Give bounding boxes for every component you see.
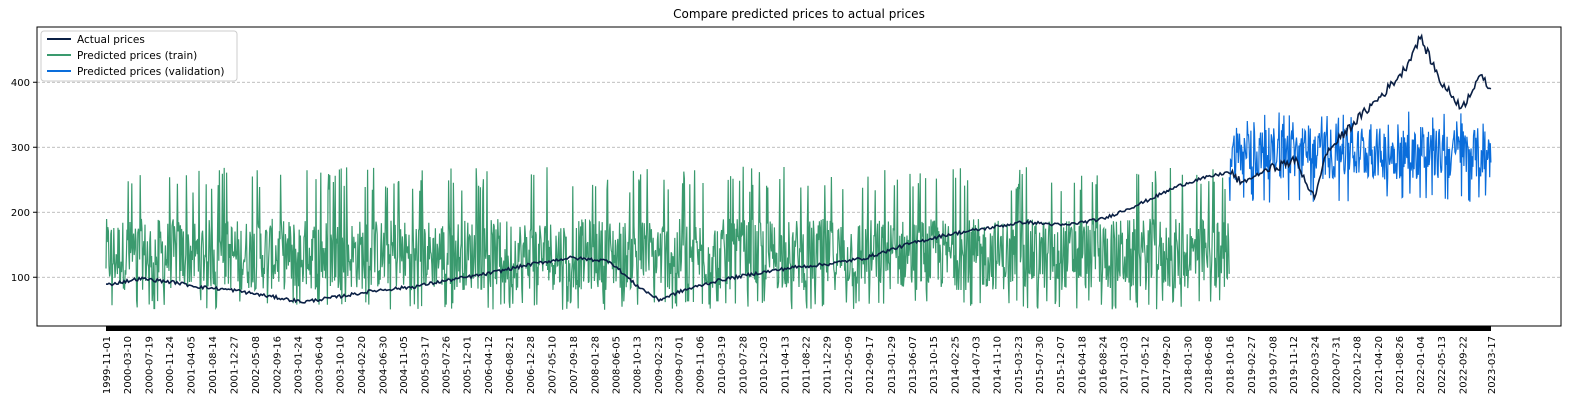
- x-tick-label: 2003-06-04: [315, 336, 326, 394]
- x-tick-label: 2020-12-08: [1353, 336, 1364, 394]
- x-tick-label: 2013-06-07: [908, 336, 919, 394]
- actual-series-layer: [105, 33, 1492, 304]
- x-tick-label: 2012-05-09: [844, 336, 855, 394]
- x-tick-label: 2009-07-01: [675, 336, 686, 394]
- x-tick-label: 2008-10-13: [632, 336, 643, 394]
- x-tick-label: 2022-01-04: [1416, 336, 1427, 394]
- y-tick-label: 100: [11, 273, 30, 284]
- x-tick-label: 2001-12-27: [230, 336, 241, 394]
- x-tick-label: 2011-12-29: [823, 336, 834, 394]
- x-tick-label: 2012-09-17: [865, 336, 876, 394]
- x-tick-label: 2015-12-07: [1056, 336, 1067, 394]
- x-tick-label: 2006-12-28: [526, 336, 537, 394]
- x-tick-label: 2019-02-27: [1247, 336, 1258, 394]
- x-axis: 1999-11-01 2000-03-10 2000-07-19 2000-11-24…: [102, 326, 1498, 394]
- x-tick-label: 2021-04-20: [1374, 336, 1385, 394]
- x-tick-label: 2005-03-17: [421, 336, 432, 394]
- validation-series-layer: [1228, 111, 1492, 203]
- legend-box: [40, 30, 238, 82]
- x-tick-label: 2011-04-13: [780, 336, 791, 394]
- x-tick-label: 2022-05-13: [1437, 336, 1448, 394]
- x-tick-label: 1999-11-01: [102, 336, 113, 394]
- x-tick-label: 2005-12-01: [463, 336, 474, 394]
- x-tick-label: 2010-07-28: [738, 336, 749, 394]
- x-tick-label: 2002-05-08: [251, 336, 262, 394]
- x-tick-label: 2010-12-03: [759, 336, 770, 394]
- validation-prediction-line: [1228, 111, 1492, 203]
- x-tick-label: 2003-01-24: [293, 336, 304, 394]
- x-tick-label: 2011-08-22: [802, 336, 813, 394]
- y-tick-label: 200: [11, 208, 30, 219]
- y-tick-label: 300: [11, 143, 30, 154]
- y-tick-label: 400: [11, 78, 30, 89]
- x-tick-label: 2000-11-24: [165, 336, 176, 394]
- x-tick-label: 2016-08-24: [1098, 336, 1109, 394]
- x-tick-label: 2007-05-10: [548, 336, 559, 394]
- x-tick-label: 2007-09-18: [569, 336, 580, 394]
- x-tick-label: 2018-06-08: [1204, 336, 1215, 394]
- x-tick-label: 2016-04-18: [1078, 336, 1089, 394]
- x-tick-label: 2014-11-10: [992, 336, 1003, 394]
- actual-price-line: [105, 33, 1492, 304]
- x-tick-band: [106, 326, 1491, 331]
- x-tick-label: 2019-11-12: [1289, 336, 1300, 394]
- legend-label-validation: Predicted prices (validation): [77, 66, 224, 78]
- x-tick-label: 2004-06-30: [378, 336, 389, 394]
- x-tick-label: 2006-08-21: [505, 336, 516, 394]
- x-tick-label: 2001-08-14: [208, 336, 219, 394]
- x-tick-label: 2019-07-08: [1268, 336, 1279, 394]
- train-series-layer: [105, 166, 1230, 311]
- x-tick-label: 2014-02-25: [951, 336, 962, 394]
- x-tick-label: 2004-02-20: [357, 336, 368, 394]
- x-tick-label: 2008-06-05: [611, 336, 622, 394]
- x-tick-label: 2022-09-22: [1458, 336, 1469, 394]
- y-axis: 100 200 300 400: [11, 78, 37, 284]
- x-tick-label: 2013-01-29: [887, 336, 898, 394]
- x-tick-label: 2005-07-26: [442, 336, 453, 394]
- legend-label-train: Predicted prices (train): [77, 50, 197, 62]
- x-tick-label: 2017-01-03: [1120, 336, 1131, 394]
- x-tick-label: 2018-01-30: [1183, 336, 1194, 394]
- legend: Actual prices Predicted prices (train) P…: [40, 30, 238, 82]
- x-tick-label: 2000-03-10: [123, 336, 134, 394]
- x-tick-label: 2010-03-19: [717, 336, 728, 394]
- x-tick-label: 2014-07-03: [971, 336, 982, 394]
- x-tick-label: 2008-01-28: [590, 336, 601, 394]
- x-tick-label: 2020-03-24: [1311, 336, 1322, 394]
- x-tick-label: 2017-09-20: [1162, 336, 1173, 394]
- x-tick-label: 2009-11-06: [696, 336, 707, 394]
- x-tick-label: 2017-05-12: [1141, 336, 1152, 394]
- train-prediction-line: [105, 166, 1230, 311]
- x-tick-label: 2021-08-26: [1395, 336, 1406, 394]
- x-tick-label: 2009-02-23: [654, 336, 665, 394]
- x-tick-label: 2004-11-05: [399, 336, 410, 394]
- x-tick-label: 2020-07-31: [1331, 336, 1342, 394]
- x-tick-label: 2018-10-16: [1225, 336, 1236, 394]
- x-tick-label: 2013-10-15: [929, 336, 940, 394]
- x-tick-label: 2006-04-12: [484, 336, 495, 394]
- chart-title: Compare predicted prices to actual price…: [673, 7, 925, 21]
- legend-label-actual: Actual prices: [77, 34, 145, 46]
- x-tick-label: 2001-04-05: [187, 336, 198, 394]
- x-tick-label: 2003-10-10: [336, 336, 347, 394]
- x-tick-label: 2023-03-17: [1487, 336, 1498, 394]
- x-tick-label: 2000-07-19: [144, 336, 155, 394]
- x-tick-label: 2015-03-23: [1014, 336, 1025, 394]
- x-tick-label: 2015-07-30: [1035, 336, 1046, 394]
- x-tick-label: 2002-09-16: [272, 336, 283, 394]
